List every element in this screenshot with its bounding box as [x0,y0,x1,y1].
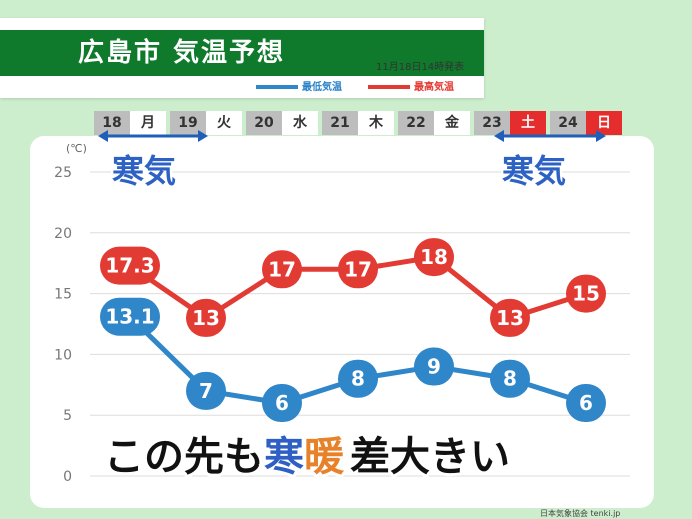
data-marker [566,274,606,313]
day-dow-18: 月 [130,111,166,135]
data-marker [100,297,160,336]
data-marker [490,298,530,337]
day-date-24: 24 [550,111,586,135]
headline-post: 差大きい [350,434,510,480]
data-marker [186,371,226,410]
data-label: 6 [579,391,593,415]
data-point: 6 [262,384,302,423]
data-label: 9 [427,355,441,379]
data-point: 17 [338,250,378,289]
data-label: 15 [572,282,600,306]
legend-min: 最低気温 [256,78,342,93]
data-label: 17 [344,257,372,281]
data-point: 7 [186,371,226,410]
data-label: 6 [275,391,289,415]
legend-min-swatch [256,85,298,89]
data-marker [566,384,606,423]
y-axis: 0 5 10 15 20 25 [54,165,72,485]
cold-air-label-right: 寒気 [502,152,566,190]
data-marker [262,250,302,289]
data-marker [100,246,160,285]
data-label: 7 [199,379,213,403]
headline-warm: 暖 [304,434,345,480]
headline-cold: 寒 [264,434,304,480]
data-point: 8 [490,359,530,398]
day-date-22: 22 [398,111,434,135]
y-tick-label: 10 [54,347,72,363]
data-point: 6 [566,384,606,423]
data-marker [186,298,226,337]
data-label: 13 [496,306,524,330]
data-point: 18 [414,238,454,277]
day-dow-20: 水 [282,111,318,135]
data-label: 13 [192,306,220,330]
y-tick-label: 20 [54,226,72,242]
day-dow-24: 日 [586,111,622,135]
legend-max-label: 最高気温 [414,82,454,93]
cold-arrow-left [98,130,208,142]
header-panel: 広島市 気温予想 11月18日14時発表 [0,18,484,98]
data-marker [490,359,530,398]
headline: この先も寒暖 差大きい [104,434,510,480]
data-marker [338,359,378,398]
day-date-20: 20 [246,111,282,135]
headline-pre: この先も [104,434,264,480]
data-point: 13 [490,298,530,337]
data-marker [414,347,454,386]
data-point: 13 [186,298,226,337]
data-point: 17.3 [100,246,160,285]
data-label: 13.1 [105,305,154,329]
title-bar: 広島市 気温予想 [0,30,484,76]
data-label: 8 [351,367,365,391]
data-label: 17.3 [105,254,154,278]
data-point: 15 [566,274,606,313]
y-tick-label: 0 [63,469,72,485]
day-dow-19: 火 [206,111,242,135]
data-marker [414,238,454,277]
issued-time: 11月18日14時発表 [376,62,465,73]
y-axis-unit: (℃) [66,142,87,155]
day-date-18: 18 [94,111,130,135]
y-tick-label: 5 [63,408,72,424]
data-marker [262,384,302,423]
page-title: 広島市 気温予想 [78,38,286,68]
y-tick-label: 25 [54,165,72,181]
cold-arrow-right [494,130,606,142]
day-dow-23: 土 [510,111,546,135]
data-label: 8 [503,367,517,391]
day-date-19: 19 [170,111,206,135]
data-label: 18 [420,245,448,269]
day-dow-22: 金 [434,111,470,135]
data-point: 8 [338,359,378,398]
day-date-21: 21 [322,111,358,135]
legend-min-label: 最低気温 [302,82,342,93]
data-marker [338,250,378,289]
data-point: 17 [262,250,302,289]
legend-max: 最高気温 [368,78,454,93]
data-label: 17 [268,257,296,281]
footer-credit: 日本気象協会 tenki.jp [540,509,621,518]
data-point: 13.1 [100,297,160,336]
y-tick-label: 15 [54,287,72,303]
data-point: 9 [414,347,454,386]
chart-grid [90,171,630,477]
legend-max-swatch [368,85,410,89]
cold-air-label-left: 寒気 [112,152,176,190]
day-dow-21: 木 [358,111,394,135]
